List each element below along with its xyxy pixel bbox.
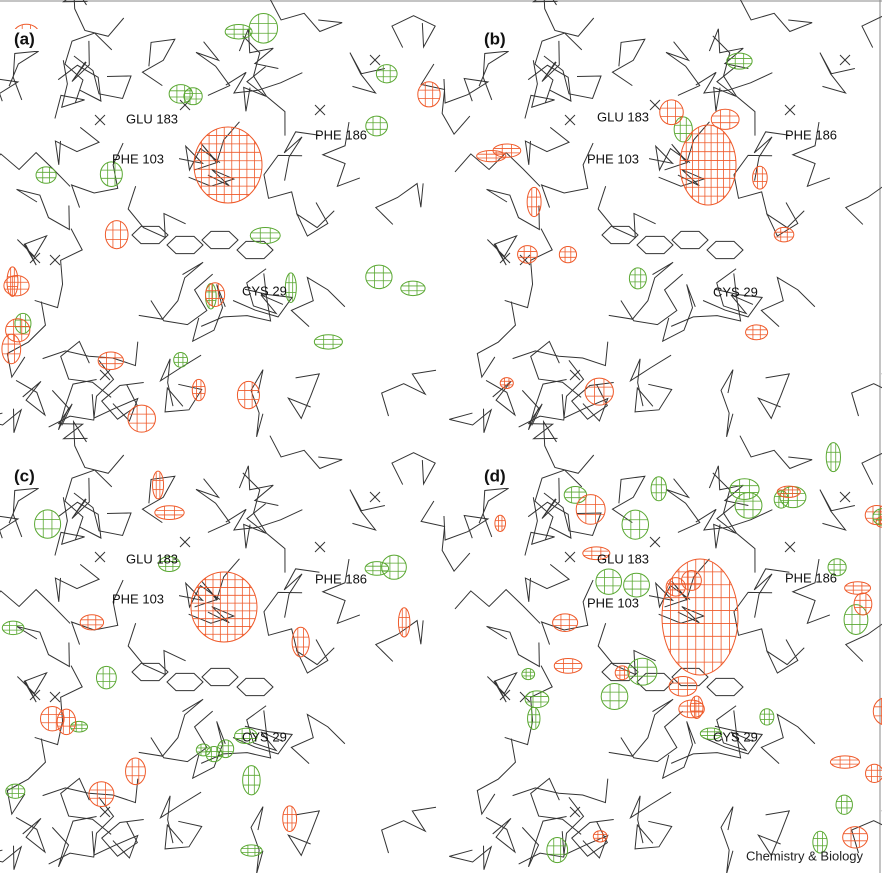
panel-label: (d) <box>484 466 506 485</box>
residue-label: CYS 29 <box>713 284 758 299</box>
residue-label: GLU 183 <box>126 551 178 566</box>
residue-label: CYS 29 <box>242 729 287 744</box>
residue-label: PHE 186 <box>785 570 837 585</box>
residue-label: PHE 103 <box>112 591 164 606</box>
panel-label: (a) <box>14 29 35 48</box>
residue-label: CYS 29 <box>242 283 287 298</box>
credit: Chemistry & Biology <box>746 848 864 863</box>
panel-label: (c) <box>14 466 35 485</box>
residue-label: PHE 103 <box>112 151 164 166</box>
residue-label: GLU 183 <box>597 109 649 124</box>
figure: (a) GLU 183 PHE 186 PHE 103 CYS 29 (b) GLU 183… <box>0 0 882 873</box>
residue-label: PHE 103 <box>587 151 639 166</box>
residue-label: PHE 186 <box>315 571 367 586</box>
residue-label: PHE 103 <box>587 595 639 610</box>
residue-label: PHE 186 <box>315 127 367 142</box>
residue-label: GLU 183 <box>126 111 178 126</box>
panel-label: (b) <box>484 29 506 48</box>
residue-label: GLU 183 <box>597 551 649 566</box>
residue-label: CYS 29 <box>713 729 758 744</box>
page: (a) GLU 183 PHE 186 PHE 103 CYS 29 (b) GLU 183… <box>0 0 882 873</box>
residue-label: PHE 186 <box>785 127 837 142</box>
